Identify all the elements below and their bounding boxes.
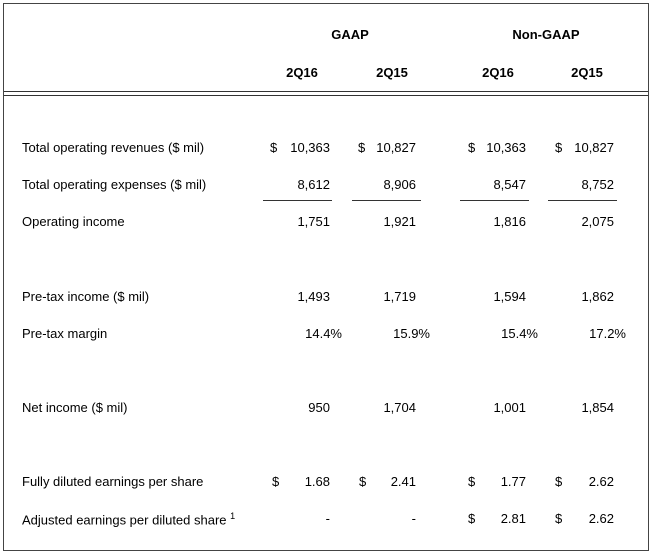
- subtotal-underline: [263, 200, 332, 201]
- currency-symbol: $: [468, 474, 476, 489]
- row-label-operating-income: Operating income: [22, 214, 125, 229]
- currency-symbol: $: [468, 140, 476, 155]
- cell-value: 1,704: [383, 400, 416, 415]
- cell-value: 15.4%: [501, 326, 538, 341]
- cell-value: 14.4%: [305, 326, 342, 341]
- cell-value: 10,363: [486, 140, 526, 155]
- currency-symbol: $: [359, 474, 367, 489]
- row-label-pretax-income: Pre-tax income ($ mil): [22, 289, 150, 304]
- currency-symbol: $: [272, 474, 280, 489]
- row-label-text: Adjusted earnings per diluted share: [22, 512, 227, 528]
- currency-symbol: $: [468, 511, 476, 526]
- col-header-gaap-2q16: 2Q16: [286, 65, 318, 80]
- subtotal-underline: [460, 200, 529, 201]
- cell-value: 1,719: [383, 289, 416, 304]
- cell-value: 8,906: [383, 177, 416, 192]
- header-bottom-rule: [4, 95, 648, 96]
- col-header-nongaap-2q16: 2Q16: [482, 65, 514, 80]
- currency-symbol: $: [555, 511, 563, 526]
- cell-value: 8,547: [493, 177, 526, 192]
- header-top-rule: [4, 91, 648, 92]
- cell-value: 2.62: [588, 474, 614, 489]
- cell-value: 1,816: [493, 214, 526, 229]
- cell-value: 1,751: [297, 214, 330, 229]
- cell-value: 1,001: [493, 400, 526, 415]
- cell-value: -: [411, 511, 416, 526]
- col-header-nongaap-2q15: 2Q15: [571, 65, 603, 80]
- cell-value: 1,862: [581, 289, 614, 304]
- cell-value: 1,594: [493, 289, 526, 304]
- cell-value: 17.2%: [589, 326, 626, 341]
- cell-value: 10,827: [574, 140, 614, 155]
- row-label-pretax-margin: Pre-tax margin: [22, 326, 108, 341]
- currency-symbol: $: [358, 140, 366, 155]
- cell-value: 950: [308, 400, 330, 415]
- cell-value: 1,493: [297, 289, 330, 304]
- cell-value: 10,363: [290, 140, 330, 155]
- nongaap-group-header: Non-GAAP: [512, 27, 580, 42]
- cell-value: 1,854: [581, 400, 614, 415]
- cell-value: -: [325, 511, 330, 526]
- row-label-net-income: Net income ($ mil): [22, 400, 128, 415]
- currency-symbol: $: [555, 474, 563, 489]
- cell-value: 2.81: [500, 511, 526, 526]
- subtotal-underline: [548, 200, 617, 201]
- cell-value: 2.41: [390, 474, 416, 489]
- col-header-gaap-2q15: 2Q15: [376, 65, 408, 80]
- cell-value: 8,612: [297, 177, 330, 192]
- row-label-total-operating-revenues: Total operating revenues ($ mil): [22, 140, 205, 155]
- cell-value: 8,752: [581, 177, 614, 192]
- currency-symbol: $: [555, 140, 563, 155]
- row-label-fully-diluted-eps: Fully diluted earnings per share: [22, 474, 204, 489]
- row-label-total-operating-expenses: Total operating expenses ($ mil): [22, 177, 207, 192]
- cell-value: 1.77: [500, 474, 526, 489]
- cell-value: 10,827: [376, 140, 416, 155]
- cell-value: 15.9%: [393, 326, 430, 341]
- gaap-group-header: GAAP: [331, 27, 369, 42]
- cell-value: 2,075: [581, 214, 614, 229]
- footnote-marker: 1: [230, 511, 236, 521]
- cell-value: 1,921: [383, 214, 416, 229]
- financial-table: GAAP Non-GAAP 2Q16 2Q15 2Q16 2Q15 Total …: [3, 3, 649, 551]
- cell-value: 2.62: [588, 511, 614, 526]
- row-label-adjusted-eps: Adjusted earnings per diluted share 1: [22, 511, 235, 527]
- subtotal-underline: [352, 200, 421, 201]
- currency-symbol: $: [270, 140, 278, 155]
- cell-value: 1.68: [304, 474, 330, 489]
